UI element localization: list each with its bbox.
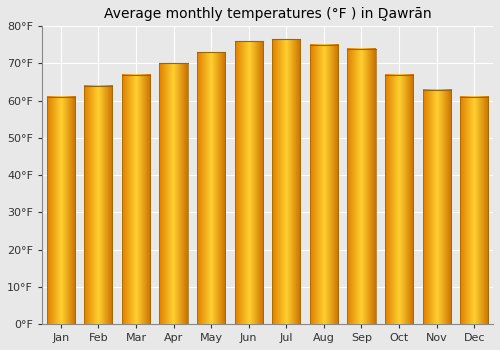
Title: Average monthly temperatures (°F ) in Ḑ̣awrān: Average monthly temperatures (°F ) in Ḑ̣…: [104, 7, 432, 21]
